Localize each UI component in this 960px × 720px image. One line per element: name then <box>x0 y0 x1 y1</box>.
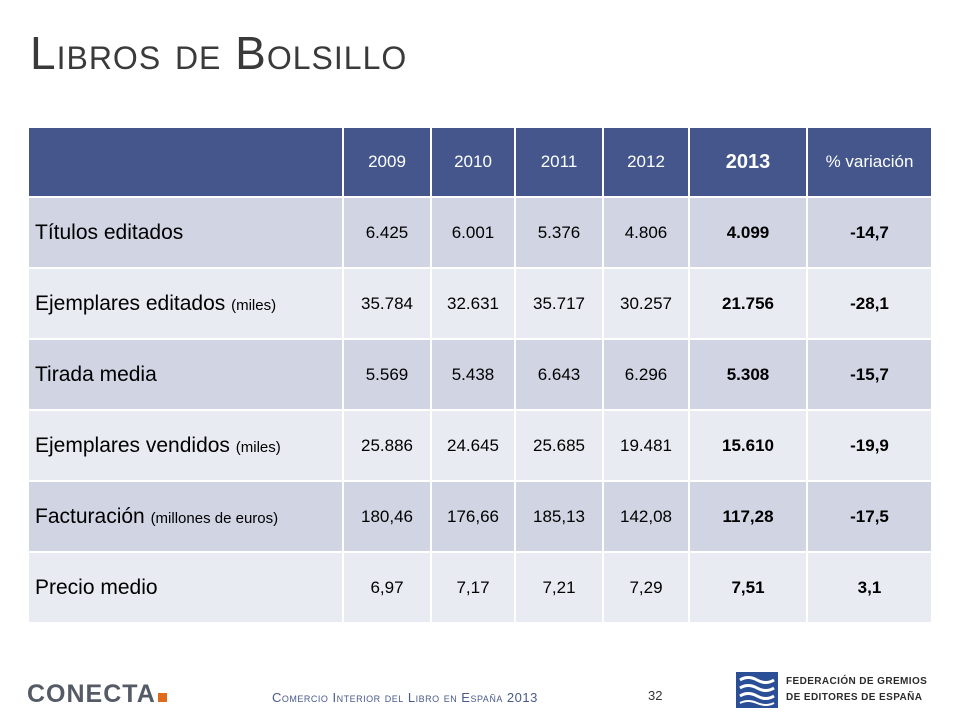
federation-logo-icon <box>736 672 778 708</box>
table-row: Ejemplares vendidos (miles) 25.886 24.645 2… <box>27 409 933 482</box>
statistics-table: 2009 2010 2011 2012 2013 % variación Tít… <box>27 126 933 624</box>
variation-cell: -17,5 <box>806 480 933 553</box>
header-cell-2012: 2012 <box>602 126 690 198</box>
row-label-text: Tirada media <box>35 362 157 386</box>
value-cell: 5.308 <box>688 338 808 411</box>
variation-cell: 3,1 <box>806 551 933 624</box>
logo-dot-icon <box>157 693 167 702</box>
row-label-text: Títulos editados <box>35 220 184 244</box>
row-label-unit: (millones de euros) <box>150 509 279 527</box>
row-label: Precio medio <box>27 551 344 624</box>
value-cell: 5.376 <box>514 196 604 269</box>
table-row: Tirada media 5.569 5.438 6.643 6.296 5.308 -15… <box>27 338 933 411</box>
header-cell-2013: 2013 <box>688 126 808 198</box>
federation-logo: FEDERACIÓN DE GREMIOS DE EDITORES DE ESP… <box>736 672 936 708</box>
page-number: 32 <box>648 688 663 703</box>
table-header-row: 2009 2010 2011 2012 2013 % variación <box>27 126 933 198</box>
value-cell: 21.756 <box>688 267 808 340</box>
value-cell: 5.438 <box>430 338 516 411</box>
row-label-text: Ejemplares vendidos <box>35 433 236 457</box>
value-cell: 142,08 <box>602 480 690 553</box>
row-label: Ejemplares vendidos (miles) <box>27 409 344 482</box>
row-label: Ejemplares editados (miles) <box>27 267 344 340</box>
value-cell: 6.425 <box>342 196 432 269</box>
header-cell-empty <box>27 126 344 198</box>
value-cell: 24.645 <box>430 409 516 482</box>
value-cell: 180,46 <box>342 480 432 553</box>
conecta-logo: CONECTA <box>27 680 167 709</box>
value-cell: 19.481 <box>602 409 690 482</box>
header-cell-2011: 2011 <box>514 126 604 198</box>
value-cell: 25.886 <box>342 409 432 482</box>
value-cell: 7,17 <box>430 551 516 624</box>
value-cell: 4.099 <box>688 196 808 269</box>
federation-line-1: FEDERACIÓN DE GREMIOS <box>786 676 928 687</box>
value-cell: 176,66 <box>430 480 516 553</box>
value-cell: 7,51 <box>688 551 808 624</box>
row-label: Facturación (millones de euros) <box>27 480 344 553</box>
value-cell: 6.001 <box>430 196 516 269</box>
row-label: Títulos editados <box>27 196 344 269</box>
variation-cell: -15,7 <box>806 338 933 411</box>
federation-line-2: DE EDITORES DE ESPAÑA <box>786 692 923 703</box>
value-cell: 35.784 <box>342 267 432 340</box>
page-title: Libros de Bolsillo <box>30 27 408 79</box>
value-cell: 7,29 <box>602 551 690 624</box>
value-cell: 185,13 <box>514 480 604 553</box>
value-cell: 5.569 <box>342 338 432 411</box>
value-cell: 6.643 <box>514 338 604 411</box>
value-cell: 4.806 <box>602 196 690 269</box>
variation-cell: -19,9 <box>806 409 933 482</box>
value-cell: 25.685 <box>514 409 604 482</box>
value-cell: 6,97 <box>342 551 432 624</box>
row-label-text: Ejemplares editados <box>35 291 232 315</box>
value-cell: 6.296 <box>602 338 690 411</box>
header-cell-2010: 2010 <box>430 126 516 198</box>
table-row: Precio medio 6,97 7,17 7,21 7,29 7,51 3,1 <box>27 551 933 624</box>
table-row: Ejemplares editados (miles) 35.784 32.631 3… <box>27 267 933 340</box>
row-label: Tirada media <box>27 338 344 411</box>
value-cell: 35.717 <box>514 267 604 340</box>
value-cell: 117,28 <box>688 480 808 553</box>
value-cell: 30.257 <box>602 267 690 340</box>
table-row: Facturación (millones de euros) 180,46 176… <box>27 480 933 553</box>
table-row: Títulos editados 6.425 6.001 5.376 4.806 4.09… <box>27 196 933 269</box>
header-cell-variation: % variación <box>806 126 933 198</box>
row-label-unit: (miles) <box>235 438 281 456</box>
variation-cell: -28,1 <box>806 267 933 340</box>
variation-cell: -14,7 <box>806 196 933 269</box>
conecta-logo-text: CONECTA <box>27 680 156 708</box>
footer-caption: Comercio Interior del Libro en España 20… <box>272 690 538 705</box>
value-cell: 7,21 <box>514 551 604 624</box>
value-cell: 15.610 <box>688 409 808 482</box>
row-label-text: Facturación <box>35 504 151 528</box>
row-label-text: Precio medio <box>35 575 158 599</box>
value-cell: 32.631 <box>430 267 516 340</box>
header-cell-2009: 2009 <box>342 126 432 198</box>
row-label-unit: (miles) <box>231 296 277 314</box>
